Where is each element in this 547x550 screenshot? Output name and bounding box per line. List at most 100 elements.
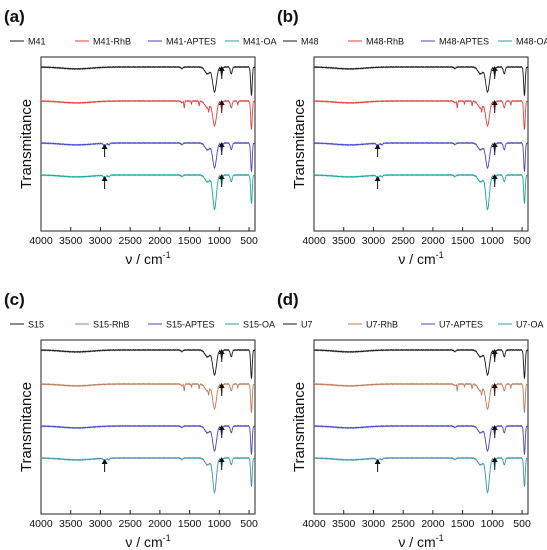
x-tick-label: 500	[240, 235, 258, 247]
series-line	[40, 65, 256, 96]
arrow-head	[374, 144, 381, 149]
arrow-head	[218, 142, 225, 147]
x-tick-label: 4000	[29, 235, 53, 247]
arrow-head	[101, 459, 108, 464]
legend-label: U7-RhB	[366, 320, 398, 330]
arrow-head	[491, 349, 498, 354]
x-tick-label: 3000	[89, 235, 113, 247]
x-tick-label: 2500	[391, 235, 415, 247]
series-line	[313, 173, 529, 211]
x-tick-label: 2000	[421, 518, 445, 530]
legend-label: M41	[28, 37, 46, 47]
plot-frame	[40, 56, 256, 232]
panel-label: (c)	[4, 290, 25, 309]
y-axis-label: Transmitance	[291, 382, 308, 472]
x-tick-label: 3000	[362, 518, 386, 530]
panel-c: (c) S15 S15-RhB S15-APTES S15-OA 4000 3500 3000…	[4, 290, 275, 550]
legend-label: M41-RhB	[93, 37, 131, 47]
x-tick-label: 500	[240, 518, 258, 530]
x-tick-label: 1500	[178, 518, 202, 530]
x-tick-label: 3000	[89, 518, 113, 530]
legend-label: M48-APTES	[439, 37, 489, 47]
panel-d: (d) U7 U7-RhB U7-APTES U7-OA 4000 3500 3000 2500…	[277, 290, 544, 550]
x-tick-label: 1000	[481, 235, 505, 247]
arrow-head	[491, 174, 498, 179]
x-axis-label: ν / cm-1	[125, 533, 170, 550]
arrow-head	[491, 457, 498, 462]
panel-label: (d)	[277, 290, 299, 309]
x-tick-label: 4000	[302, 235, 326, 247]
x-tick-label: 2500	[118, 518, 142, 530]
arrow-head	[491, 383, 498, 388]
x-tick-label: 500	[513, 235, 531, 247]
legend-label: S15-APTES	[166, 320, 215, 330]
arrow-head	[218, 349, 225, 354]
arrow-head	[218, 66, 225, 71]
arrow-head	[218, 425, 225, 430]
legend-label: M48-RhB	[366, 37, 404, 47]
arrow-head	[218, 457, 225, 462]
legend-label: M41-APTES	[166, 37, 216, 47]
series-line	[313, 65, 529, 96]
legend-label: U7	[301, 320, 313, 330]
arrow-head	[101, 176, 108, 181]
arrow-head	[101, 144, 108, 149]
panel-label: (a)	[4, 7, 25, 26]
x-tick-label: 3500	[332, 235, 356, 247]
series-line	[40, 424, 256, 455]
series-line	[40, 382, 256, 413]
x-tick-label: 2000	[421, 235, 445, 247]
x-tick-label: 2500	[118, 235, 142, 247]
panel-a: (a) M41 M41-RhB M41-APTES M41-OA 4000 3500 3000…	[4, 7, 277, 267]
series-line	[40, 99, 256, 130]
y-axis-label: Transmitance	[18, 382, 35, 472]
series-line	[313, 424, 529, 455]
arrow-head	[374, 459, 381, 464]
plot-frame	[313, 56, 529, 232]
arrow-head	[491, 100, 498, 105]
x-tick-label: 4000	[29, 518, 53, 530]
arrow-head	[218, 383, 225, 388]
series-line	[40, 141, 256, 172]
x-tick-label: 1000	[208, 235, 232, 247]
arrow-head	[491, 142, 498, 147]
x-tick-label: 2000	[148, 235, 172, 247]
arrow-head	[491, 66, 498, 71]
legend-label: S15	[28, 320, 44, 330]
series-line	[40, 348, 256, 379]
x-axis-label: ν / cm-1	[398, 533, 443, 550]
x-tick-label: 1000	[208, 518, 232, 530]
series-line	[313, 99, 529, 130]
x-axis-label: ν / cm-1	[398, 250, 443, 267]
legend-label: S15-RhB	[93, 320, 130, 330]
legend-label: M41-OA	[243, 37, 277, 47]
arrow-head	[491, 425, 498, 430]
x-tick-label: 2500	[391, 518, 415, 530]
series-line	[40, 456, 256, 494]
x-tick-label: 3500	[59, 518, 83, 530]
x-tick-label: 4000	[302, 518, 326, 530]
legend-label: M48	[301, 37, 319, 47]
x-axis-label: ν / cm-1	[125, 250, 170, 267]
x-tick-label: 1500	[451, 518, 475, 530]
panel-label: (b)	[277, 7, 299, 26]
x-tick-label: 1500	[451, 235, 475, 247]
plot-frame	[40, 339, 256, 515]
series-line	[40, 173, 256, 211]
x-tick-label: 3000	[362, 235, 386, 247]
series-line	[313, 382, 529, 413]
series-line	[313, 456, 529, 494]
y-axis-label: Transmitance	[18, 99, 35, 189]
x-tick-label: 1000	[481, 518, 505, 530]
plot-frame	[313, 339, 529, 515]
x-tick-label: 3500	[59, 235, 83, 247]
y-axis-label: Transmitance	[291, 99, 308, 189]
legend-label: S15-OA	[243, 320, 275, 330]
x-tick-label: 500	[513, 518, 531, 530]
legend-label: U7-APTES	[439, 320, 483, 330]
series-line	[313, 348, 529, 379]
legend-label: M48-OA	[516, 37, 547, 47]
x-tick-label: 1500	[178, 235, 202, 247]
legend-label: U7-OA	[516, 320, 544, 330]
